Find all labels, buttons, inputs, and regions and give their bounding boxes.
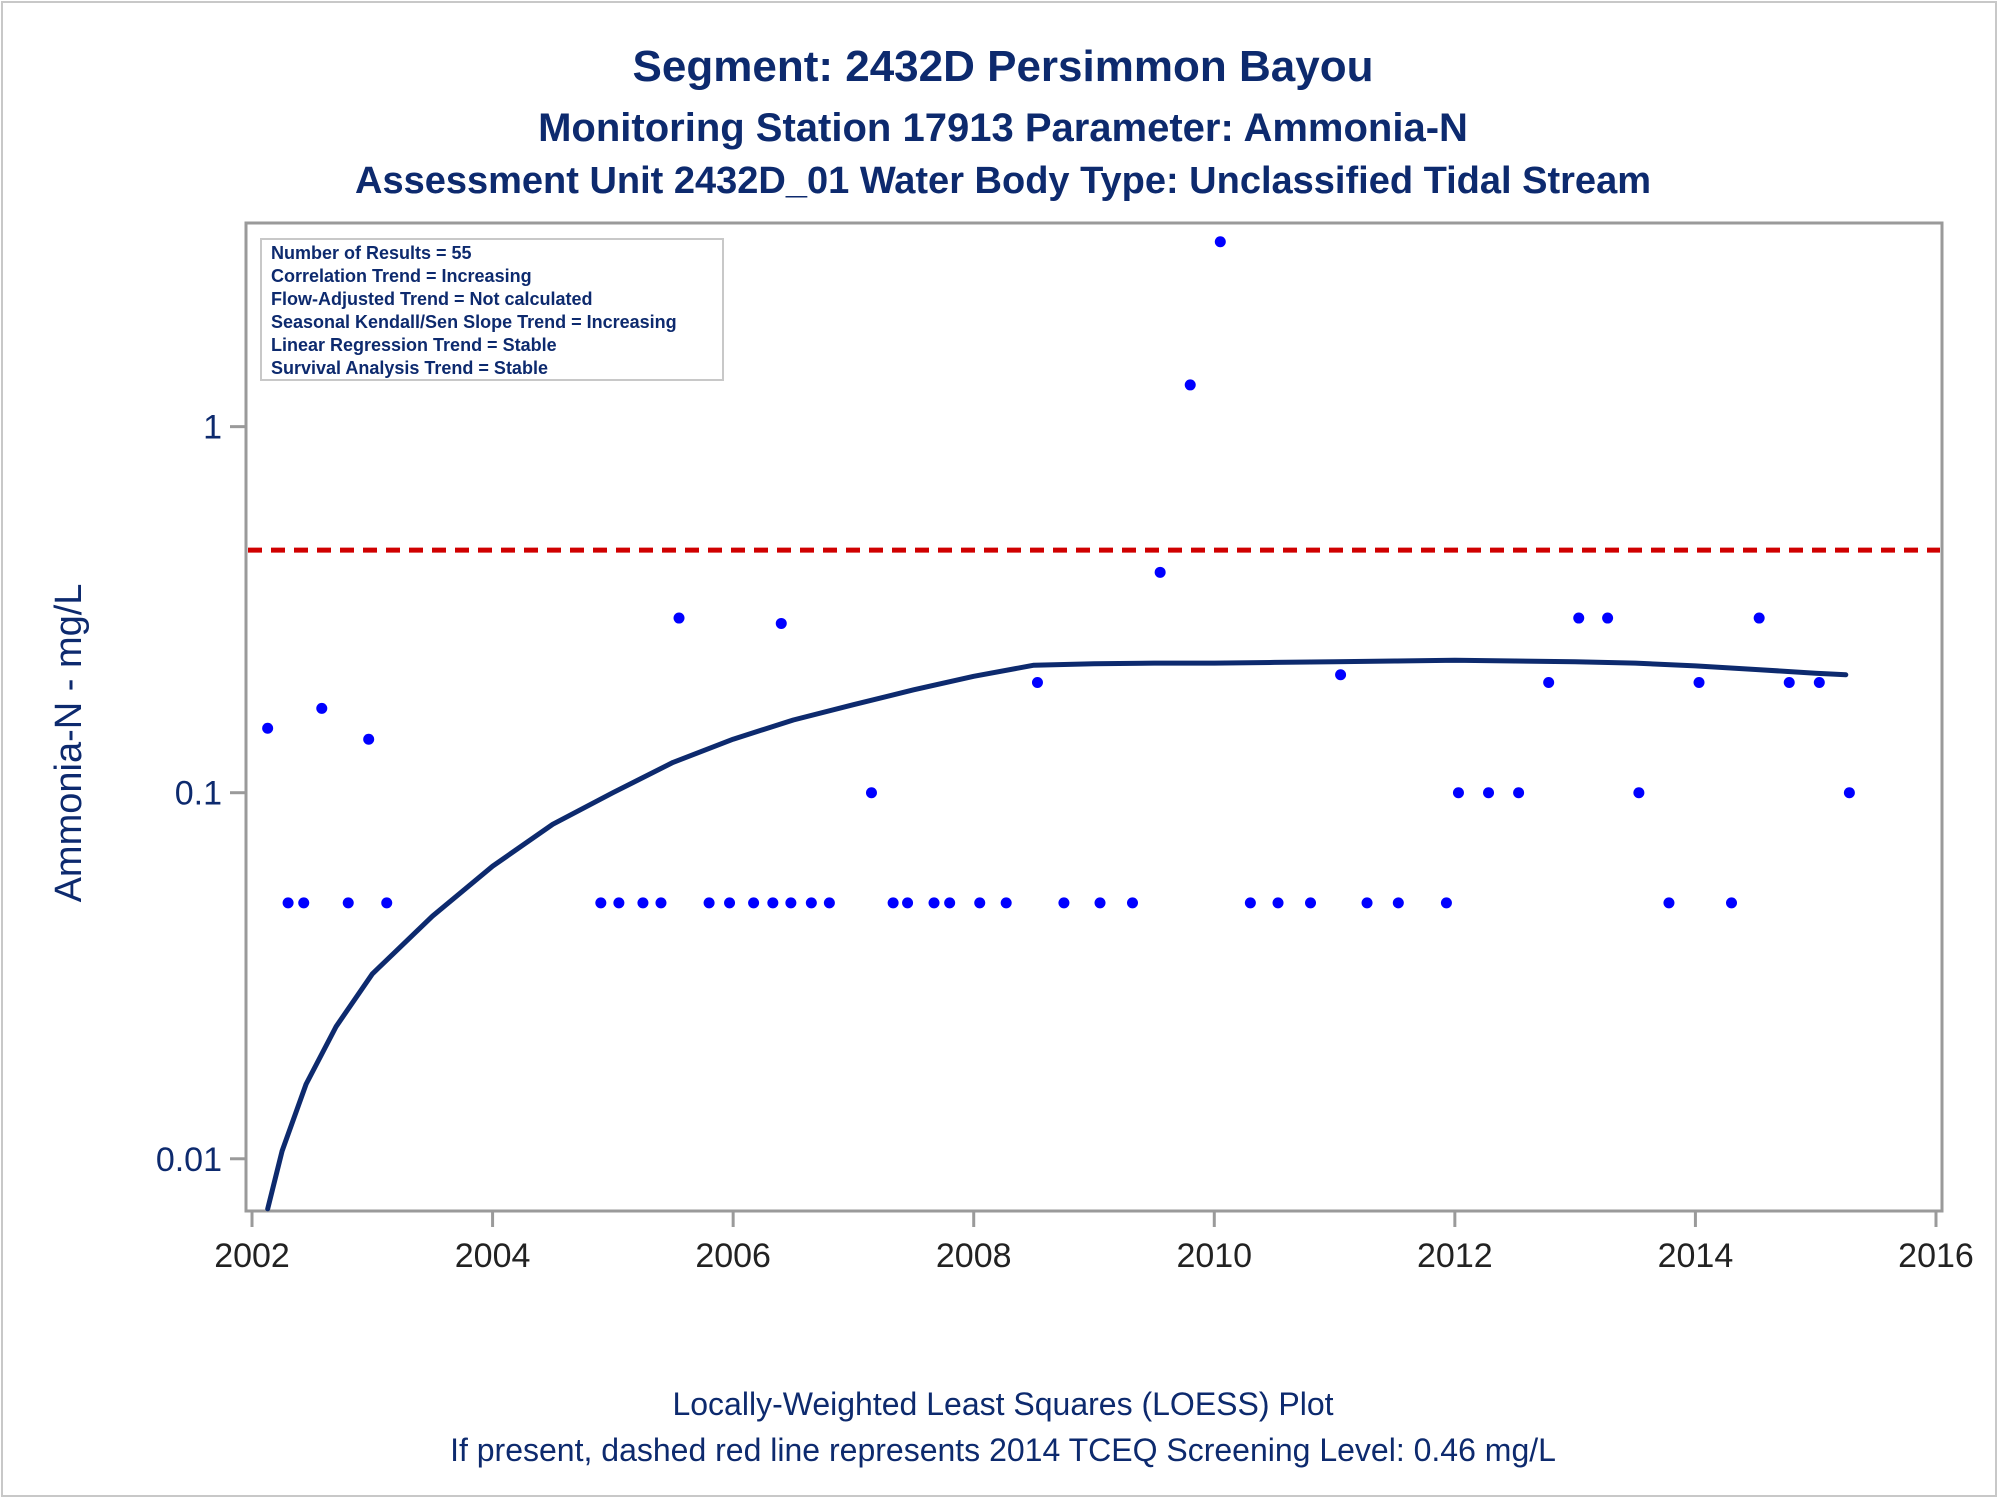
y-axis-label: Ammonia-N - mg/L bbox=[48, 584, 90, 903]
y-tick-label: 0.1 bbox=[175, 775, 222, 813]
data-point bbox=[1126, 897, 1138, 909]
data-point bbox=[887, 897, 899, 909]
data-point bbox=[1753, 612, 1765, 624]
stat-number-of-results: Number of Results = 55 bbox=[271, 243, 472, 263]
y-tick-label: 0.01 bbox=[156, 1141, 222, 1179]
chart-subtitle-station: Monitoring Station 17913 Parameter: Ammo… bbox=[538, 106, 1468, 150]
data-point bbox=[902, 897, 914, 909]
stat-survival-analysis-trend: Survival Analysis Trend = Stable bbox=[271, 358, 548, 378]
data-point bbox=[1244, 897, 1256, 909]
data-point bbox=[1335, 669, 1347, 681]
data-point bbox=[944, 897, 956, 909]
data-point bbox=[748, 897, 760, 909]
x-tick-label: 2014 bbox=[1658, 1237, 1734, 1275]
x-tick-label: 2008 bbox=[936, 1237, 1012, 1275]
x-tick-label: 2016 bbox=[1898, 1237, 1974, 1275]
x-tick-label: 2004 bbox=[455, 1237, 531, 1275]
data-point bbox=[775, 617, 787, 629]
data-point bbox=[298, 897, 310, 909]
data-point bbox=[1693, 677, 1705, 689]
footnote-loess: Locally-Weighted Least Squares (LOESS) P… bbox=[672, 1386, 1333, 1422]
data-point bbox=[823, 897, 835, 909]
data-point bbox=[1184, 379, 1196, 391]
data-point bbox=[1305, 897, 1317, 909]
loess-line-group bbox=[265, 657, 1849, 1212]
data-point bbox=[595, 897, 607, 909]
x-tick-label: 2012 bbox=[1417, 1237, 1493, 1275]
data-point bbox=[805, 897, 817, 909]
data-points bbox=[262, 236, 1855, 909]
data-point bbox=[363, 733, 375, 745]
y-axis: 0.01 0.1 1 bbox=[156, 409, 246, 1179]
data-point bbox=[1214, 236, 1226, 248]
data-point bbox=[928, 897, 940, 909]
data-point bbox=[767, 897, 779, 909]
data-point bbox=[655, 897, 667, 909]
data-point bbox=[1031, 677, 1043, 689]
data-point bbox=[1361, 897, 1373, 909]
data-point bbox=[316, 702, 328, 714]
data-point bbox=[1154, 566, 1166, 578]
x-tick-label: 2010 bbox=[1176, 1237, 1252, 1275]
data-point bbox=[1392, 897, 1404, 909]
data-point bbox=[1513, 787, 1525, 799]
chart-title: Segment: 2432D Persimmon Bayou bbox=[633, 42, 1374, 91]
data-point bbox=[1663, 897, 1675, 909]
data-point bbox=[1543, 677, 1555, 689]
loess-line bbox=[265, 657, 1849, 1212]
data-point bbox=[1783, 677, 1795, 689]
data-point bbox=[1726, 897, 1738, 909]
data-point bbox=[637, 897, 649, 909]
data-point bbox=[703, 897, 715, 909]
data-point bbox=[785, 897, 797, 909]
footnote-screening-level: If present, dashed red line represents 2… bbox=[450, 1432, 1556, 1468]
chart-subtitle-assessment: Assessment Unit 2432D_01 Water Body Type… bbox=[355, 160, 1651, 202]
y-tick-label: 1 bbox=[203, 409, 222, 447]
data-point bbox=[724, 897, 736, 909]
data-point bbox=[1000, 897, 1012, 909]
data-point bbox=[1813, 677, 1825, 689]
data-point bbox=[342, 897, 354, 909]
data-point bbox=[1843, 787, 1855, 799]
x-axis: 2002 2004 2006 2008 2010 2012 2014 2016 bbox=[214, 1211, 1974, 1275]
x-tick-label: 2006 bbox=[695, 1237, 771, 1275]
data-point bbox=[1452, 787, 1464, 799]
data-point bbox=[1633, 787, 1645, 799]
data-point bbox=[1483, 787, 1495, 799]
data-point bbox=[1272, 897, 1284, 909]
data-point bbox=[613, 897, 625, 909]
stat-correlation-trend: Correlation Trend = Increasing bbox=[271, 266, 532, 286]
data-point bbox=[282, 897, 294, 909]
data-point bbox=[381, 897, 393, 909]
data-point bbox=[262, 722, 274, 734]
data-point bbox=[1602, 612, 1614, 624]
stat-linear-regression-trend: Linear Regression Trend = Stable bbox=[271, 335, 557, 355]
chart-svg: Segment: 2432D Persimmon Bayou Monitorin… bbox=[48, 42, 1974, 1468]
data-point bbox=[1573, 612, 1585, 624]
data-point bbox=[1440, 897, 1452, 909]
x-tick-label: 2002 bbox=[214, 1237, 290, 1275]
data-point bbox=[865, 787, 877, 799]
stat-flow-adjusted-trend: Flow-Adjusted Trend = Not calculated bbox=[271, 289, 593, 309]
stat-seasonal-kendall-trend: Seasonal Kendall/Sen Slope Trend = Incre… bbox=[271, 312, 677, 332]
data-point bbox=[974, 897, 986, 909]
stats-box bbox=[260, 238, 724, 381]
data-point bbox=[673, 612, 685, 624]
plot-area bbox=[244, 221, 1944, 1213]
data-point bbox=[1058, 897, 1070, 909]
data-point bbox=[1094, 897, 1106, 909]
